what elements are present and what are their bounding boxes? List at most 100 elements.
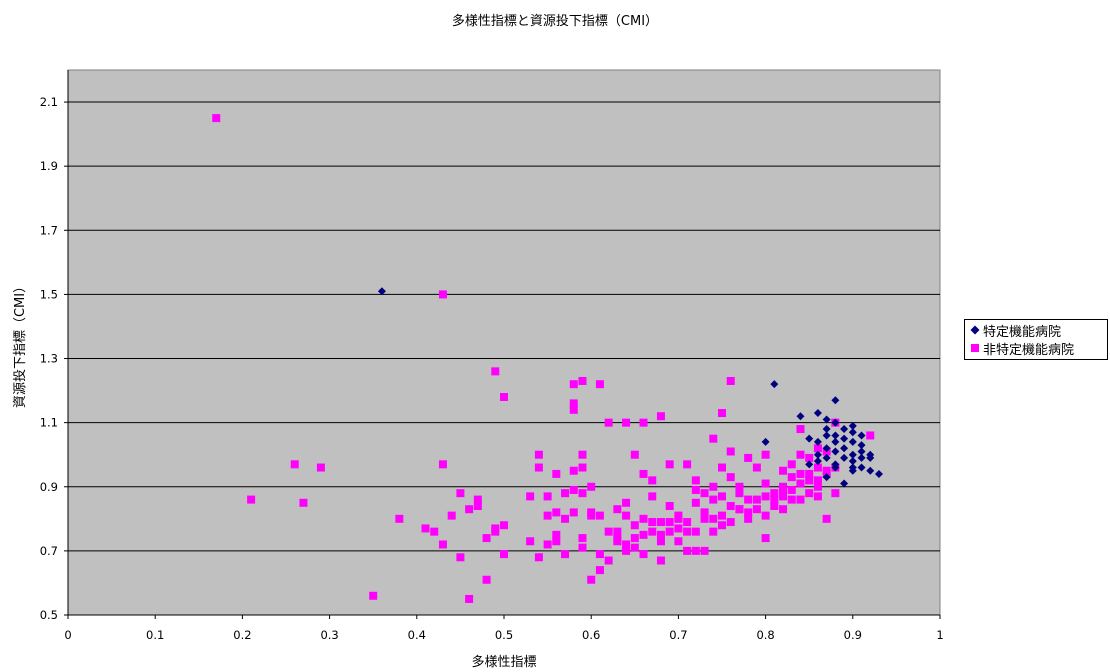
data-point-square xyxy=(491,524,500,533)
data-point-diamond xyxy=(840,425,849,434)
data-point-square xyxy=(813,444,822,453)
data-point-square xyxy=(578,450,587,459)
data-point-diamond xyxy=(822,453,831,462)
data-point-square xyxy=(447,511,456,520)
data-point-square xyxy=(770,489,779,498)
data-point-square xyxy=(630,521,639,530)
data-point-square xyxy=(639,550,648,559)
data-point-diamond xyxy=(866,453,875,462)
data-point-diamond xyxy=(857,453,866,462)
data-point-square xyxy=(561,489,570,498)
data-point-diamond xyxy=(831,396,840,405)
plot-area xyxy=(67,69,941,616)
data-point-square xyxy=(369,591,378,600)
data-point-diamond xyxy=(813,457,822,466)
y-axis-label: 資源投下指標（CMI） xyxy=(12,280,28,408)
y-tick-label: 1.3 xyxy=(40,352,58,366)
data-point-diamond xyxy=(848,450,857,459)
data-point-square xyxy=(622,511,631,520)
data-point-square xyxy=(779,485,788,494)
data-point-square xyxy=(569,380,578,389)
series-hitokutei xyxy=(212,114,875,603)
data-point-square xyxy=(630,534,639,543)
data-point-square xyxy=(561,514,570,523)
data-point-square xyxy=(430,527,439,536)
data-point-square xyxy=(718,521,726,530)
data-point-square xyxy=(561,550,570,559)
data-point-square xyxy=(648,527,657,536)
data-point-square xyxy=(534,463,543,472)
data-point-diamond xyxy=(805,460,814,469)
data-point-square xyxy=(552,537,561,546)
data-point-diamond xyxy=(822,473,831,482)
data-point-square xyxy=(613,537,622,546)
data-point-square xyxy=(587,482,596,491)
data-point-square xyxy=(691,476,700,485)
data-point-square xyxy=(648,492,657,501)
data-point-square xyxy=(718,511,726,520)
data-point-square xyxy=(212,114,221,123)
data-point-diamond xyxy=(813,437,822,446)
data-point-square xyxy=(761,450,770,459)
data-point-diamond xyxy=(831,437,840,446)
data-point-diamond xyxy=(840,434,849,443)
data-point-square xyxy=(683,460,692,469)
data-point-square xyxy=(482,575,491,584)
data-point-square xyxy=(656,537,665,546)
data-point-square xyxy=(709,514,718,523)
data-point-square xyxy=(622,546,631,555)
data-point-square xyxy=(587,575,596,584)
data-point-square xyxy=(500,550,508,559)
y-tick-label: 0.9 xyxy=(40,480,58,494)
data-point-diamond xyxy=(831,460,840,469)
data-point-square xyxy=(569,485,578,494)
data-point-square xyxy=(866,431,875,440)
data-point-square xyxy=(438,540,447,549)
data-point-square xyxy=(665,527,674,536)
data-point-square xyxy=(787,495,796,504)
data-point-square xyxy=(700,546,709,555)
data-point-square xyxy=(543,540,552,549)
data-point-square xyxy=(552,508,561,517)
x-tick-label: 0.5 xyxy=(495,628,513,642)
legend-item-hitokutei: 非特定機能病院 xyxy=(965,339,1107,358)
data-point-square xyxy=(569,466,578,475)
data-point-square xyxy=(744,514,753,523)
data-point-square xyxy=(622,540,631,549)
x-axis-label: 多様性指標 xyxy=(471,654,536,670)
data-point-square xyxy=(395,514,404,523)
data-point-diamond xyxy=(813,450,822,459)
data-point-square xyxy=(656,556,665,565)
data-point-square xyxy=(822,514,831,523)
axes xyxy=(64,70,941,619)
diamond-marker-icon xyxy=(969,325,980,336)
y-tick-label: 2.1 xyxy=(40,95,58,109)
series-tokutei xyxy=(377,287,883,488)
data-point-square xyxy=(569,508,578,517)
data-point-square xyxy=(735,489,744,498)
data-point-square xyxy=(683,546,692,555)
data-point-square xyxy=(613,505,622,514)
data-point-square xyxy=(604,527,613,536)
data-point-square xyxy=(316,463,325,472)
data-point-square xyxy=(726,473,735,482)
data-point-square xyxy=(587,511,596,520)
data-point-square xyxy=(796,425,805,434)
data-point-diamond xyxy=(857,463,866,472)
data-point-square xyxy=(752,495,761,504)
data-point-square xyxy=(831,489,840,498)
data-point-square xyxy=(674,524,683,533)
data-point-square xyxy=(779,492,788,501)
data-point-square xyxy=(622,498,631,507)
data-point-square xyxy=(569,405,578,414)
data-point-square xyxy=(630,543,639,552)
data-point-square xyxy=(526,537,535,546)
data-point-square xyxy=(456,489,465,498)
data-point-square xyxy=(639,514,648,523)
data-point-square xyxy=(630,450,639,459)
data-point-square xyxy=(604,418,613,427)
legend-label-tokutei: 特定機能病院 xyxy=(983,324,1062,340)
data-point-square xyxy=(674,514,683,523)
data-point-square xyxy=(473,502,482,510)
y-tick-label: 0.7 xyxy=(40,544,58,558)
